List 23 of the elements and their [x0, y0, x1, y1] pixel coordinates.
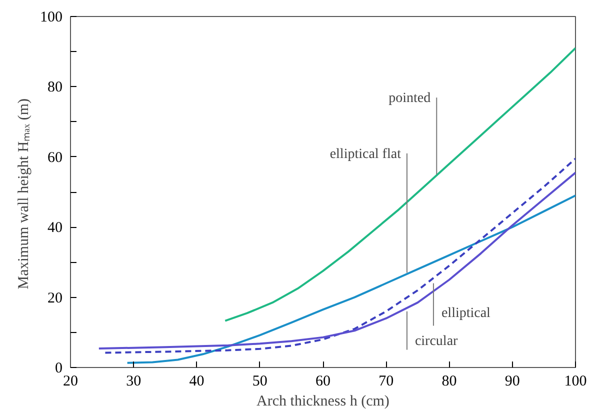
annotation: pointed — [388, 90, 431, 106]
y-tick-label: 40 — [48, 220, 62, 236]
line-series — [126, 194, 576, 364]
y-tick-label: 60 — [48, 150, 62, 166]
y-tick-label: 80 — [48, 80, 62, 96]
x-tick-label: 50 — [252, 374, 268, 390]
x-tick-label: 80 — [442, 374, 457, 390]
y-tick-label: 20 — [48, 290, 62, 306]
annotation: elliptical — [441, 306, 491, 321]
y-tick-label: 0 — [55, 360, 62, 376]
annotation: elliptical flat — [330, 147, 402, 162]
line-series — [224, 47, 576, 322]
x-tick-label: 30 — [126, 374, 142, 390]
x-tick-label: 70 — [378, 374, 394, 390]
x-tick-label: 60 — [316, 374, 330, 390]
x-tick-label: 40 — [189, 374, 204, 390]
y-tick-label: 100 — [40, 10, 62, 26]
x-tick-label: 90 — [504, 374, 520, 390]
x-tick-label: 100 — [564, 374, 587, 390]
x-tick-label: 20 — [63, 374, 78, 390]
annotation: circular — [414, 334, 458, 349]
y-axis-title: Maximum wall height Hₘₐₓ (m) — [16, 98, 32, 290]
x-axis-title: Arch thickness h (cm) — [256, 394, 390, 410]
